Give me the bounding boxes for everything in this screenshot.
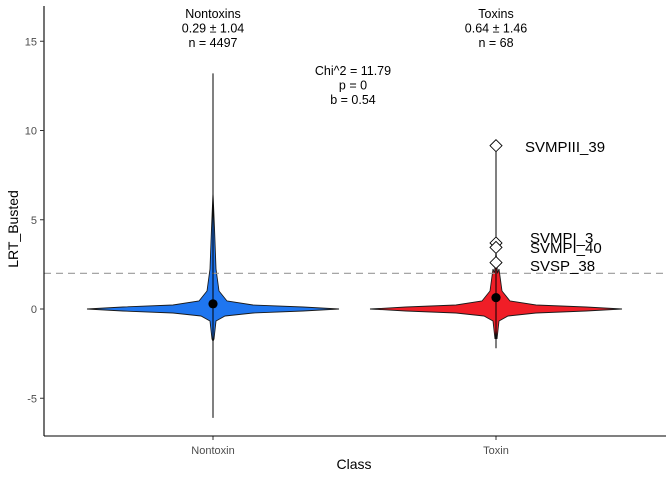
group-header-line: 0.29 ± 1.04 [182, 22, 245, 36]
y-tick-label: 10 [25, 126, 37, 138]
x-tick-label-toxin: Toxin [483, 445, 509, 457]
group-header-line: Nontoxins [185, 7, 241, 21]
y-tick-label: 0 [31, 304, 37, 316]
test-annotation-line: Chi^2 = 11.79 [315, 64, 391, 78]
mean-point-nontoxin [208, 299, 218, 309]
labels-layer: Nontoxins 0.29 ± 1.04 n = 4497 Toxins 0.64 ±… [182, 7, 605, 275]
group-header-line: n = 4497 [188, 36, 237, 50]
outlier-label: SVSP_38 [530, 258, 595, 275]
outlier-label: SVMPI_40 [530, 240, 602, 257]
x-tick-label-nontoxin: Nontoxin [191, 445, 234, 457]
y-tick-label: -5 [27, 393, 37, 405]
axes-layer: Nontoxin Toxin -5 0 5 10 15 [25, 6, 666, 457]
group-header-line: 0.64 ± 1.46 [465, 22, 528, 36]
test-annotation-line: b = 0.54 [330, 93, 376, 107]
y-tick-label: 5 [31, 215, 37, 227]
test-annotation-line: p = 0 [339, 79, 367, 93]
outlier-label: SVMPIII_39 [525, 139, 605, 156]
mean-point-toxin [491, 292, 501, 303]
group-header-nontoxin: Nontoxins 0.29 ± 1.04 n = 4497 [182, 7, 245, 50]
outlier-point [489, 240, 503, 255]
group-header-line: n = 68 [478, 36, 513, 50]
x-axis-title: Class [336, 456, 371, 472]
group-header-line: Toxins [478, 7, 513, 21]
y-tick-label: 15 [25, 36, 37, 48]
outlier-point [489, 139, 503, 153]
points-layer [208, 139, 503, 309]
group-header-toxin: Toxins 0.64 ± 1.46 n = 68 [465, 7, 528, 50]
outlier-label: SVMPI_3 [530, 230, 593, 247]
y-axis-title: LRT_Busted [5, 190, 21, 268]
outlier-point [489, 255, 503, 270]
whiskers-layer [212, 73, 497, 418]
